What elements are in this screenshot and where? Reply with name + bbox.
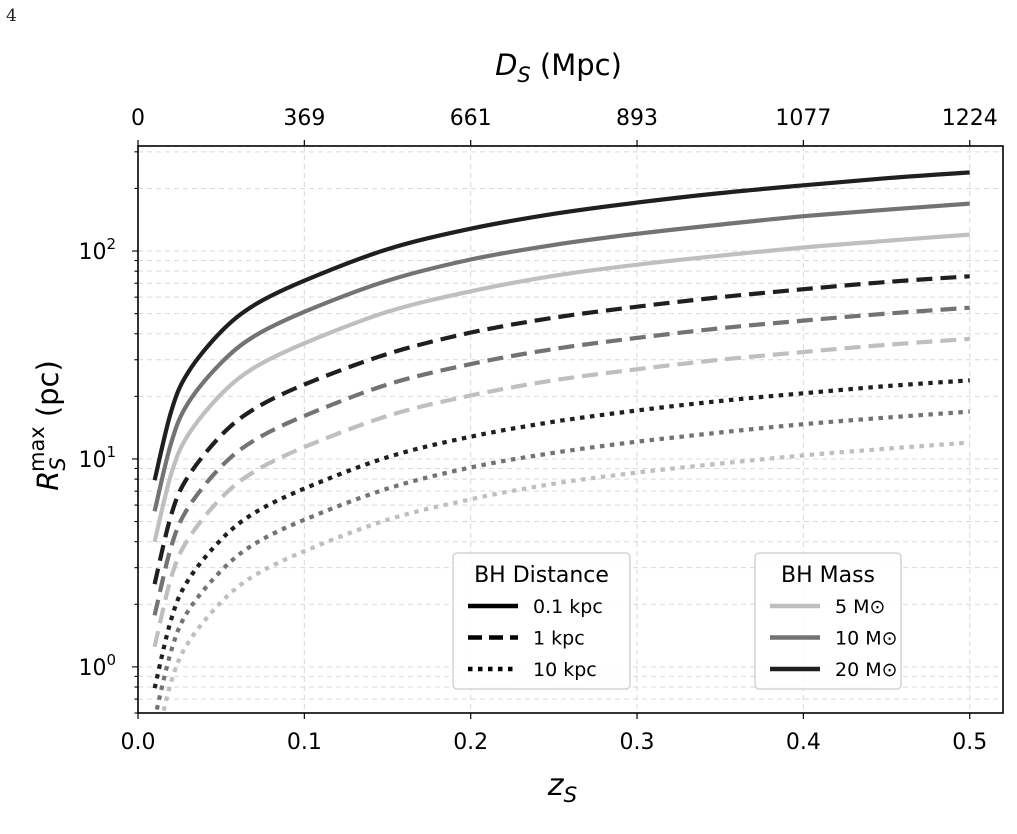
x-tick-label: 0.2	[453, 730, 488, 755]
series-line-5	[152, 336, 970, 648]
top-tick-label: 893	[616, 106, 658, 131]
y-tick-base: 10	[78, 656, 106, 681]
x-axis-title-sub: S	[564, 783, 578, 808]
legend_mass-label-0: 5 M⊙	[835, 596, 885, 618]
top-axis-title: DS (Mpc)	[495, 48, 622, 87]
series-line-2	[152, 232, 970, 543]
y-tick-exp: 2	[106, 235, 116, 253]
y-axis-title-base: R	[31, 471, 65, 491]
series-line-1	[152, 201, 970, 512]
page-number: 4	[6, 6, 17, 26]
legend_distance-box	[452, 552, 631, 690]
y-tick-label: 102	[78, 235, 116, 265]
y-tick-base: 10	[78, 240, 106, 265]
top-tick-label: 661	[450, 106, 492, 131]
x-tick-label: 0.5	[952, 730, 987, 755]
legend_mass-label-2: 20 M⊙	[835, 659, 898, 681]
x-tick-label: 0.1	[287, 730, 322, 755]
y-tick-base: 10	[78, 448, 106, 473]
y-tick-exp: 1	[106, 443, 116, 461]
x-tick-label: 0.4	[786, 730, 821, 755]
x-axis-title: zS	[547, 768, 578, 808]
legend_distance-label-2: 10 kpc	[533, 659, 597, 681]
series-line-3	[152, 274, 970, 585]
legend_distance-title: BH Distance	[474, 563, 609, 588]
legend_mass-label-1: 10 M⊙	[835, 628, 898, 650]
y-tick-exp: 0	[106, 651, 116, 669]
legend_mass-title: BH Mass	[781, 563, 875, 588]
series-line-4	[152, 305, 970, 616]
y-tick-label: 100	[78, 651, 116, 681]
series-line-0	[152, 170, 970, 481]
x-tick-label: 0.3	[620, 730, 655, 755]
y-axis-title-sub: S	[46, 457, 70, 470]
top-axis-title-sub: S	[517, 63, 530, 87]
legend-layer: BH Distance 0.1 kpc 1 kpc 10 kpc BH Mass 5 M⊙…	[452, 552, 902, 690]
y-axis-title-sup: max	[25, 426, 49, 471]
series-line-8	[160, 440, 970, 713]
top-tick-label: 1224	[942, 106, 998, 131]
legend_distance-label-0: 0.1 kpc	[533, 596, 603, 618]
legend_mass-box	[754, 552, 902, 690]
y-axis-title: RSmax (pc)	[25, 360, 70, 491]
legend_distance-label-1: 1 kpc	[533, 628, 585, 650]
axis-layer: 0.0 0.1 0.2 0.3 0.4 0.50 369 661 893 1077 12241001…	[25, 48, 998, 808]
top-axis-title-base: D	[495, 48, 517, 82]
y-axis-title-rest: (pc)	[31, 360, 65, 426]
top-axis-title-rest: (Mpc)	[531, 48, 622, 82]
x-axis-title-base: z	[547, 768, 565, 803]
plot-frame	[137, 145, 1004, 714]
y-tick-label: 101	[78, 443, 116, 473]
top-tick-label: 369	[283, 106, 325, 131]
series-layer	[152, 170, 970, 713]
top-tick-label: 0	[131, 106, 145, 131]
top-tick-label: 1077	[775, 106, 831, 131]
x-tick-label: 0.0	[121, 730, 156, 755]
